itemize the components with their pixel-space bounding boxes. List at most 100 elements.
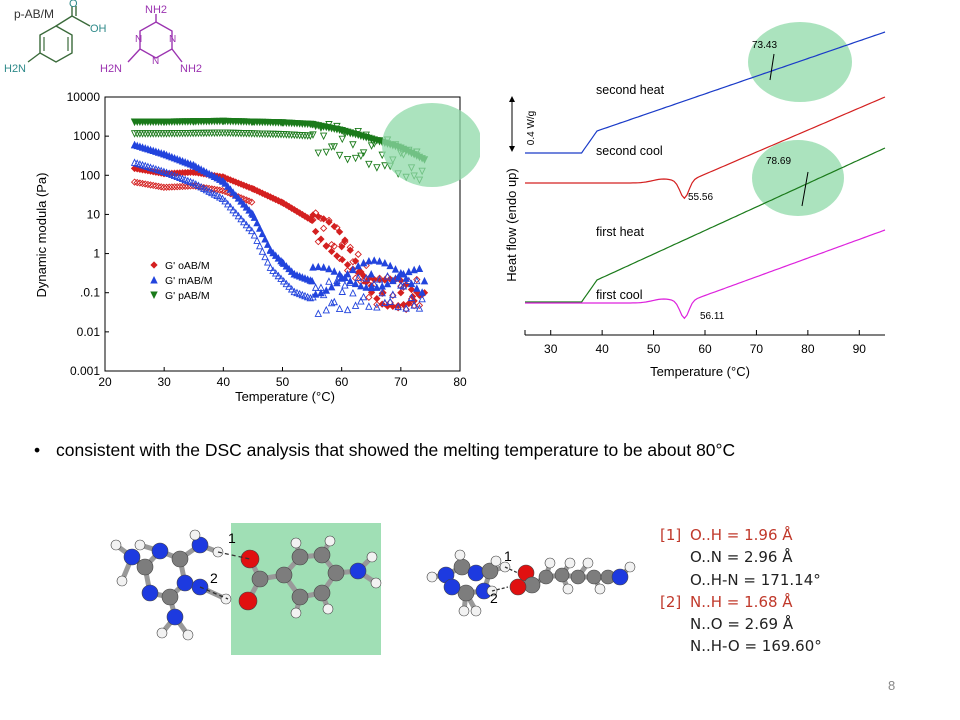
peak-annotation: 55.56 — [688, 192, 713, 203]
x-tick-label: 20 — [98, 375, 112, 389]
data-point — [333, 278, 341, 287]
data-point — [330, 297, 338, 306]
data-point — [341, 281, 349, 289]
data-point — [261, 252, 269, 261]
data-point — [255, 224, 264, 232]
atom — [141, 584, 159, 602]
atom — [454, 549, 466, 561]
compound-label: p-AB/M — [14, 7, 54, 21]
bullet-content: consistent with the DSC analysis that sh… — [56, 440, 736, 460]
data-point — [317, 283, 325, 291]
data-point — [314, 309, 323, 317]
data-point — [330, 143, 338, 151]
data-point — [410, 301, 418, 309]
annotation-marker — [769, 53, 775, 81]
data-point — [245, 223, 253, 232]
atom — [366, 551, 378, 563]
data-point — [399, 282, 408, 290]
curve-label: second cool — [596, 144, 663, 158]
bond-label-3: 1 — [504, 548, 512, 564]
x-tick-label: 60 — [335, 375, 349, 389]
data-point — [333, 122, 341, 131]
curve-first-cool — [525, 229, 886, 320]
data-point — [333, 224, 341, 232]
geometry-value: O..H-N = 171.14° — [690, 570, 821, 589]
data-point — [343, 305, 352, 314]
bond-label-1: 1 — [228, 530, 236, 546]
atom — [134, 539, 146, 551]
x-tick-label: 70 — [394, 375, 408, 389]
data-point — [410, 265, 418, 274]
data-point — [405, 299, 413, 308]
data-point — [349, 265, 357, 274]
bond-label-2: 2 — [210, 570, 218, 586]
nh2-left-label: H2N — [100, 63, 122, 75]
data-point — [218, 194, 227, 202]
geometry-row: O..N = 2.96 Å — [660, 546, 822, 568]
data-point — [141, 180, 149, 188]
data-point — [420, 276, 429, 285]
data-point — [229, 205, 237, 214]
atom — [544, 557, 556, 569]
data-point — [354, 273, 362, 282]
data-point — [250, 213, 259, 221]
atom — [457, 584, 475, 602]
rheo-ylabel: Dynamic modula (Pa) — [34, 173, 49, 298]
data-point — [319, 215, 328, 223]
hbond-2 — [199, 586, 229, 600]
geometry-row: N..H-O = 169.60° — [660, 635, 822, 657]
data-point — [357, 281, 365, 290]
data-point — [234, 211, 243, 220]
x-tick-label: 90 — [853, 342, 867, 356]
atom — [570, 569, 586, 585]
geometry-value: O..H = 1.96 Å — [690, 526, 793, 544]
atom — [349, 562, 367, 580]
data-point — [144, 180, 152, 189]
data-point — [261, 235, 269, 243]
curve-label: first cool — [596, 288, 643, 302]
peak-annotation: 78.69 — [766, 156, 791, 167]
data-point — [271, 269, 280, 277]
data-point — [130, 158, 139, 166]
x-tick-label: 40 — [595, 342, 609, 356]
data-point — [287, 284, 296, 293]
x-tick-label: 80 — [801, 342, 815, 356]
chemical-structures: p-AB/M O OH H2N NH2 H2N NH2 N N N — [4, 0, 202, 75]
data-point — [173, 183, 181, 191]
data-point — [319, 132, 328, 141]
atom — [171, 550, 189, 568]
curve-second-heat — [525, 31, 886, 154]
legend-label: G' pAB/M — [165, 290, 210, 302]
highlight-circle — [382, 103, 480, 187]
legend-marker — [150, 291, 158, 300]
atom — [313, 546, 331, 564]
data-point — [277, 274, 285, 282]
data-point — [250, 231, 259, 239]
data-point — [165, 183, 173, 191]
data-point — [354, 250, 362, 258]
dsc-ylabel: Heat flow (endo up) — [504, 168, 519, 281]
data-point — [335, 270, 344, 278]
data-point — [327, 282, 336, 291]
data-point — [176, 182, 184, 191]
data-point — [351, 301, 360, 309]
y-tick-label: 0.01 — [77, 325, 101, 339]
data-point — [335, 304, 344, 313]
data-point — [367, 142, 376, 150]
atom — [426, 571, 438, 583]
amine-label: H2N — [4, 63, 26, 75]
atom — [322, 603, 334, 615]
data-point — [279, 277, 288, 285]
data-point — [343, 156, 352, 164]
data-point — [357, 152, 365, 161]
data-point — [381, 162, 389, 170]
data-point — [383, 279, 392, 288]
atom — [554, 567, 570, 583]
data-point — [399, 269, 408, 278]
geometry-row: O..H-N = 171.14° — [660, 569, 822, 591]
atom — [582, 557, 594, 569]
data-point — [375, 275, 384, 283]
atom — [151, 542, 169, 560]
x-tick-label: 50 — [647, 342, 661, 356]
x-tick-label: 40 — [217, 375, 231, 389]
